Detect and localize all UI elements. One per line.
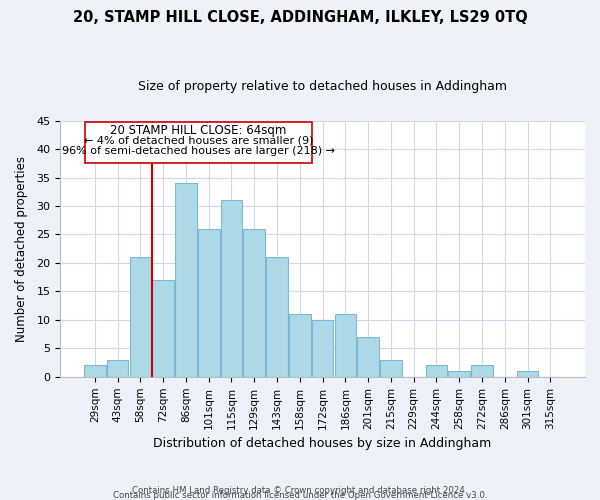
Bar — [85, 122, 313, 164]
Text: 20 STAMP HILL CLOSE: 64sqm: 20 STAMP HILL CLOSE: 64sqm — [110, 124, 287, 138]
Bar — [130, 257, 151, 377]
Bar — [198, 229, 220, 377]
Bar — [107, 360, 128, 377]
Bar — [84, 366, 106, 377]
Bar — [380, 360, 402, 377]
Title: Size of property relative to detached houses in Addingham: Size of property relative to detached ho… — [138, 80, 507, 93]
Bar — [312, 320, 334, 377]
Bar — [266, 257, 288, 377]
Bar — [152, 280, 174, 377]
X-axis label: Distribution of detached houses by size in Addingham: Distribution of detached houses by size … — [154, 437, 492, 450]
Text: Contains HM Land Registry data © Crown copyright and database right 2024.: Contains HM Land Registry data © Crown c… — [132, 486, 468, 495]
Text: 20, STAMP HILL CLOSE, ADDINGHAM, ILKLEY, LS29 0TQ: 20, STAMP HILL CLOSE, ADDINGHAM, ILKLEY,… — [73, 10, 527, 25]
Bar — [244, 229, 265, 377]
Bar — [517, 371, 538, 377]
Text: Contains public sector information licensed under the Open Government Licence v3: Contains public sector information licen… — [113, 490, 487, 500]
Text: ← 4% of detached houses are smaller (9): ← 4% of detached houses are smaller (9) — [84, 136, 313, 145]
Bar — [289, 314, 311, 377]
Bar — [221, 200, 242, 377]
Bar — [335, 314, 356, 377]
Bar — [425, 366, 447, 377]
Bar — [358, 337, 379, 377]
Bar — [448, 371, 470, 377]
Y-axis label: Number of detached properties: Number of detached properties — [15, 156, 28, 342]
Bar — [471, 366, 493, 377]
Text: 96% of semi-detached houses are larger (218) →: 96% of semi-detached houses are larger (… — [62, 146, 335, 156]
Bar — [175, 183, 197, 377]
